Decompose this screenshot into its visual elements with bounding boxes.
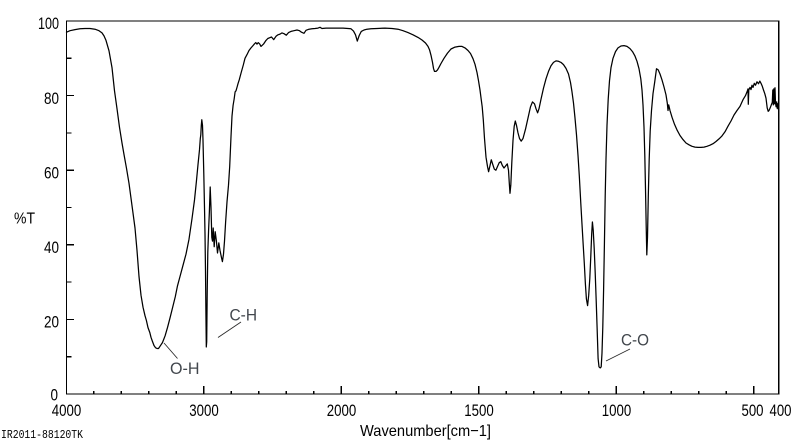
svg-text:2000: 2000 (327, 401, 357, 420)
svg-text:%T: %T (14, 211, 35, 228)
svg-text:Wavenumber[cm−1]: Wavenumber[cm−1] (360, 423, 491, 440)
svg-text:80: 80 (44, 89, 59, 108)
svg-text:500: 500 (742, 401, 764, 420)
svg-text:400: 400 (770, 401, 792, 420)
svg-text:4000: 4000 (52, 401, 82, 420)
svg-text:1500: 1500 (464, 401, 494, 420)
svg-text:1000: 1000 (602, 401, 632, 420)
svg-text:3000: 3000 (189, 401, 219, 420)
svg-text:60: 60 (44, 163, 59, 182)
svg-text:C-H: C-H (230, 305, 258, 324)
svg-text:O-H: O-H (170, 359, 200, 378)
svg-text:IR2011-88120TK: IR2011-88120TK (1, 428, 84, 441)
svg-text:100: 100 (38, 14, 59, 33)
svg-text:0: 0 (51, 386, 59, 405)
svg-text:40: 40 (44, 238, 59, 257)
svg-text:20: 20 (44, 313, 59, 332)
svg-text:C-O: C-O (621, 330, 649, 349)
